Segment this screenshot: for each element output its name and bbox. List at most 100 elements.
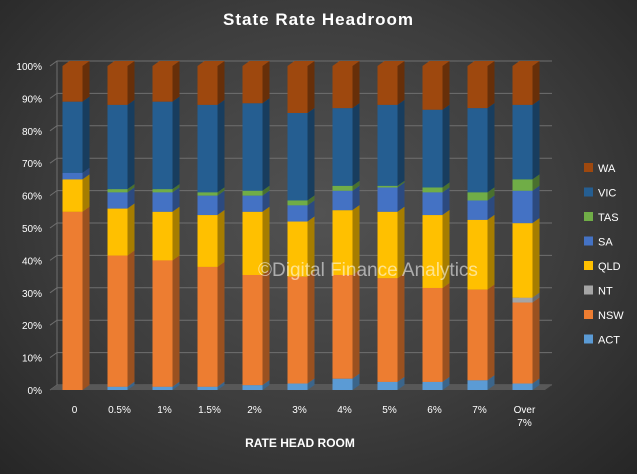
bar-side xyxy=(217,190,225,216)
bar-side xyxy=(172,255,180,387)
bar-top xyxy=(152,61,180,66)
bar-side xyxy=(307,107,315,201)
bar-front xyxy=(242,211,263,275)
bar-segment-wa xyxy=(152,61,180,102)
bar-front xyxy=(152,192,173,212)
bar-side xyxy=(397,99,405,186)
bar-segment-nsw xyxy=(107,250,135,387)
bar-front xyxy=(422,381,443,390)
bar-front xyxy=(512,66,533,105)
bar-segment-sa xyxy=(377,182,405,212)
bar-side xyxy=(352,373,360,390)
bar-top xyxy=(332,61,360,66)
bar-front xyxy=(62,211,83,390)
bar-side xyxy=(532,218,540,298)
bar-segment-vic xyxy=(377,99,405,186)
bar-side xyxy=(217,187,225,196)
y-tick-label: 50% xyxy=(22,224,42,235)
bar-front xyxy=(197,386,218,390)
bar-front xyxy=(287,205,308,222)
bar-front xyxy=(152,189,173,193)
bar-segment-nsw xyxy=(422,282,450,382)
x-tick-label: 0 xyxy=(72,405,78,416)
bars xyxy=(62,61,540,390)
bar-segment-qld xyxy=(62,174,90,212)
bar-side xyxy=(352,205,360,275)
bar-side xyxy=(217,210,225,267)
bar-side xyxy=(307,271,315,384)
y-tick-label: 30% xyxy=(22,289,42,300)
bar-segment-wa xyxy=(377,61,405,105)
bar-segment-qld xyxy=(197,210,225,267)
bar-front xyxy=(332,66,353,109)
bar-front xyxy=(377,211,398,279)
bar-side xyxy=(532,174,540,191)
bar-front xyxy=(242,195,263,212)
bar-front xyxy=(62,172,83,180)
bar-side xyxy=(487,284,495,381)
legend-label-vic: VIC xyxy=(598,188,616,200)
bar-side xyxy=(307,195,315,206)
bar-front xyxy=(377,187,398,212)
bar-front xyxy=(197,195,218,216)
bar-front xyxy=(197,104,218,193)
bar-front xyxy=(512,223,533,298)
bar-side xyxy=(532,185,540,224)
bar-side xyxy=(352,185,360,211)
bar-side xyxy=(442,182,450,193)
y-tick-label: 60% xyxy=(22,192,42,203)
bar-front xyxy=(467,219,488,290)
bar-segment-nsw xyxy=(242,269,270,386)
bar-segment-nsw xyxy=(287,271,315,384)
bar-front xyxy=(107,386,128,390)
bar-front xyxy=(152,260,173,387)
bar-front xyxy=(287,200,308,206)
bar-segment-vic xyxy=(62,96,90,173)
bar-segment-wa xyxy=(467,61,495,109)
bar-side xyxy=(487,375,495,390)
bar-side xyxy=(352,103,360,186)
bar-side xyxy=(352,180,360,191)
bar-side xyxy=(532,378,540,390)
bar-top xyxy=(287,61,315,66)
bar-front xyxy=(467,192,488,201)
legend-swatch-wa xyxy=(584,163,593,172)
legend-swatch-qld xyxy=(584,261,593,270)
bar-side xyxy=(127,61,135,105)
bar-side xyxy=(127,99,135,190)
bar-side xyxy=(352,61,360,109)
x-tick-label: 7% xyxy=(472,405,487,416)
bar-segment-nsw xyxy=(152,255,180,387)
y-tick-label: 10% xyxy=(22,354,42,365)
bar-front xyxy=(107,104,128,190)
y-tick-label: 40% xyxy=(22,256,42,267)
bar-front xyxy=(467,289,488,381)
x-tick-label: 6% xyxy=(427,405,442,416)
legend-label-tas: TAS xyxy=(598,212,619,224)
bar-front xyxy=(107,189,128,193)
legend-label-nt: NT xyxy=(598,286,613,298)
bar-side xyxy=(532,61,540,105)
bar-side xyxy=(442,282,450,382)
bar-front xyxy=(512,190,533,224)
bar-front xyxy=(332,378,353,390)
bar-front xyxy=(422,109,443,188)
bar-side xyxy=(82,206,90,390)
chart-title: State Rate Headroom xyxy=(223,10,414,29)
legend-swatch-vic xyxy=(584,187,593,197)
bar-front xyxy=(242,66,263,104)
bar-segment-wa xyxy=(197,61,225,105)
legend-label-qld: QLD xyxy=(598,261,621,273)
bar-side xyxy=(397,206,405,279)
bar-front xyxy=(512,179,533,191)
bar-front xyxy=(287,66,308,113)
bar-front xyxy=(512,383,533,390)
bar-segment-vic xyxy=(107,99,135,190)
x-axis-label: RATE HEAD ROOM xyxy=(245,436,355,450)
bar-top xyxy=(62,61,90,66)
bar-side xyxy=(172,184,180,193)
bar-side xyxy=(172,187,180,212)
legend-label-nsw: NSW xyxy=(598,310,624,322)
x-tick-label: 0.5% xyxy=(108,405,131,416)
bar-front xyxy=(332,210,353,275)
